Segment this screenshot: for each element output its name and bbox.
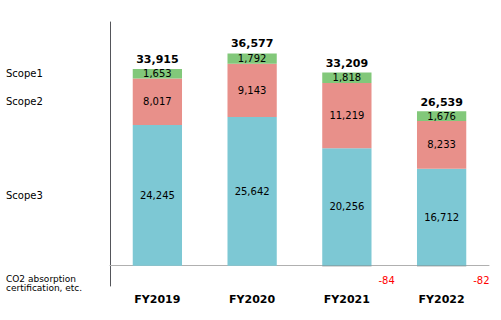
svg-text:1,818: 1,818: [333, 72, 362, 83]
svg-text:Scope3: Scope3: [6, 190, 43, 201]
svg-text:8,017: 8,017: [143, 96, 172, 107]
svg-text:26,539: 26,539: [420, 96, 462, 109]
svg-text:1,676: 1,676: [427, 111, 456, 122]
svg-text:-82: -82: [473, 275, 489, 286]
svg-text:-84: -84: [379, 275, 395, 286]
svg-text:Scope1: Scope1: [6, 68, 43, 79]
svg-text:24,245: 24,245: [140, 190, 175, 201]
svg-text:11,219: 11,219: [329, 110, 364, 121]
svg-text:16,712: 16,712: [424, 212, 459, 223]
svg-text:FY2019: FY2019: [134, 293, 180, 306]
svg-text:CO2 absorption: CO2 absorption: [6, 274, 76, 285]
svg-text:9,143: 9,143: [238, 85, 267, 96]
svg-text:FY2020: FY2020: [229, 293, 275, 306]
svg-text:1,792: 1,792: [238, 53, 267, 64]
svg-text:33,209: 33,209: [326, 57, 368, 70]
svg-text:20,256: 20,256: [329, 201, 364, 212]
svg-text:33,915: 33,915: [136, 53, 178, 66]
svg-text:certification, etc.: certification, etc.: [6, 283, 82, 293]
svg-text:36,577: 36,577: [231, 37, 273, 50]
svg-text:25,642: 25,642: [235, 186, 270, 197]
svg-text:FY2022: FY2022: [419, 293, 465, 306]
svg-text:1,653: 1,653: [143, 68, 172, 79]
svg-text:8,233: 8,233: [427, 139, 456, 150]
svg-text:FY2021: FY2021: [324, 293, 370, 306]
svg-text:Scope2: Scope2: [6, 96, 43, 107]
